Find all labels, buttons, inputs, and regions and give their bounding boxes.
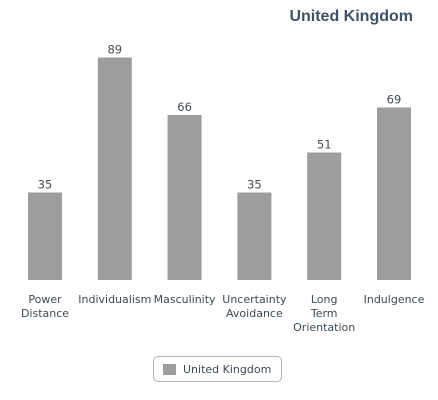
data-label-1: 89 [107, 43, 122, 57]
data-label-4: 51 [317, 138, 332, 152]
x-tick-label-4: Long Term Orientation [293, 293, 355, 334]
chart-title: United Kingdom [289, 8, 413, 25]
data-label-2: 66 [177, 100, 192, 114]
bar-4[interactable] [307, 152, 342, 281]
legend-swatch [163, 363, 176, 375]
bar-0[interactable] [28, 192, 62, 281]
legend-label: United Kingdom [183, 362, 272, 376]
legend[interactable]: United Kingdom [153, 356, 282, 382]
data-label-0: 35 [38, 178, 53, 192]
x-tick-label-2: Masculinity [154, 293, 216, 306]
x-tick-label-1: Individualism [78, 293, 151, 306]
x-tick-label-5: Indulgence [364, 293, 425, 306]
bar-1[interactable] [97, 57, 132, 281]
data-label-3: 35 [247, 178, 262, 192]
bar-5[interactable] [377, 107, 411, 281]
x-tick-label-3: Uncertainty Avoidance [222, 293, 287, 320]
bar-2[interactable] [167, 115, 202, 280]
data-label-5: 69 [387, 93, 402, 107]
bar-3[interactable] [237, 192, 272, 281]
x-tick-label-0: Power Distance [21, 293, 69, 320]
